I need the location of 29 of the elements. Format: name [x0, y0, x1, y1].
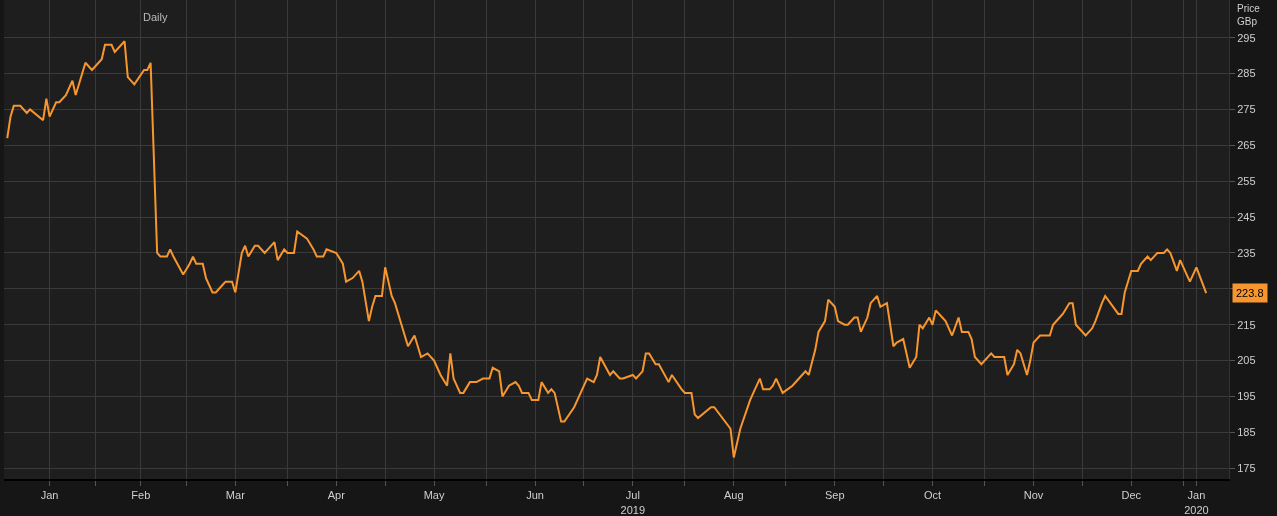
y-axis-title: Price GBp — [1237, 3, 1261, 27]
y-tick-label: 245 — [1237, 210, 1256, 223]
y-tick-label: 205 — [1237, 354, 1256, 367]
x-tick-label: Nov — [1023, 489, 1044, 502]
x-tick-label: Jun — [526, 489, 544, 502]
line-series — [6, 40, 1208, 459]
y-tick-label: 175 — [1237, 462, 1256, 475]
y-tick-label: 285 — [1237, 67, 1256, 80]
y-tick-label: 195 — [1237, 390, 1256, 403]
y-tick-label: 215 — [1237, 318, 1256, 331]
x-tick-label: Aug — [724, 489, 744, 502]
y-tick-label: 235 — [1237, 246, 1256, 259]
x-tick-label: Oct — [923, 489, 942, 502]
y-tick-label: 295 — [1237, 31, 1256, 44]
x-tick-label: Jan — [40, 489, 59, 502]
x-tick-label: Jan 2020 — [1184, 489, 1209, 516]
y-tick-label: 275 — [1237, 103, 1256, 116]
y-tick-label: 265 — [1237, 139, 1256, 152]
annotation: 223.8 — [1236, 287, 1264, 299]
y-tick-label: 185 — [1237, 426, 1256, 439]
x-tick-label: Sep — [824, 489, 845, 502]
x-tick-label: Apr — [327, 489, 346, 502]
x-tick-label: Dec — [1121, 489, 1142, 502]
annotation: Daily — [143, 11, 168, 23]
x-tick-label: Mar — [225, 489, 246, 502]
y-tick-label: 255 — [1237, 175, 1256, 188]
x-tick-label: Jul 2019 — [620, 489, 646, 516]
x-tick-label: May — [423, 489, 445, 502]
x-tick-label: Feb — [131, 489, 151, 502]
